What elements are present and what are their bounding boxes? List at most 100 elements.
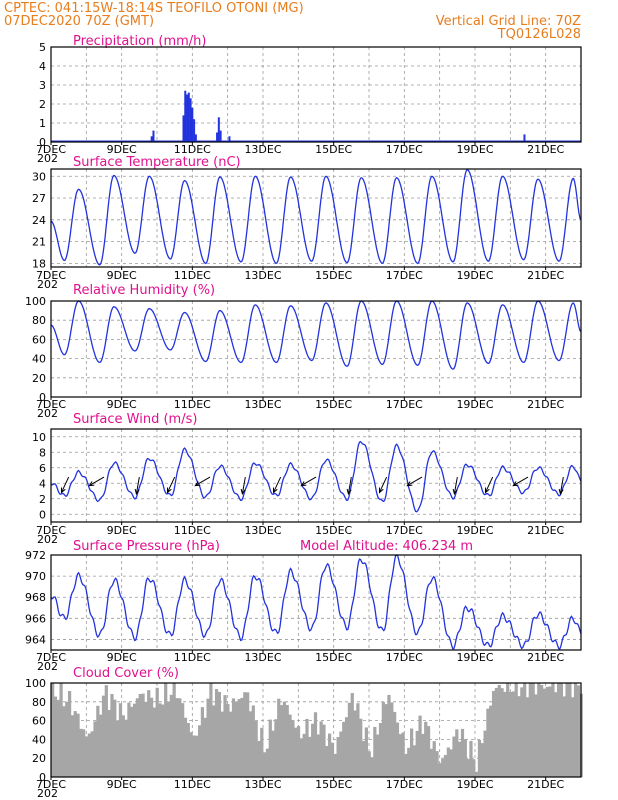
x-tick-label: 13DEC (244, 778, 281, 791)
precip-bar (219, 130, 222, 142)
cloud-bar (540, 684, 544, 777)
x-tick-label: 13DEC (244, 269, 281, 282)
cloud-bar (147, 690, 151, 777)
cloud-bar (302, 733, 306, 777)
cloud-bar (169, 694, 173, 777)
cloud-bar (271, 730, 275, 777)
x-tick-label: 9DEC (107, 778, 137, 791)
cloud-bar (59, 683, 63, 777)
cloud-bar (390, 702, 394, 777)
precip-bar (187, 92, 190, 142)
cloud-bar (407, 747, 411, 777)
cloud-bar (418, 715, 422, 777)
cloud-bar (460, 728, 465, 777)
cloud-bar (565, 683, 569, 777)
cloud-bar (415, 730, 419, 777)
cloud-bar (90, 731, 94, 777)
cloud-bar (192, 735, 196, 777)
wind-series (50, 440, 582, 513)
cloud-bar (164, 683, 168, 777)
panel-title-wind: Surface Wind (m/s) (73, 412, 197, 427)
cloud-bar (551, 683, 555, 777)
cloud-bar (70, 715, 75, 777)
x-tick-label: 7DEC (36, 524, 66, 537)
x-tick-label: 19DEC (456, 651, 493, 664)
y-tick-label: 80 (32, 314, 46, 327)
x-tick-label: 11DEC (174, 269, 211, 282)
panel-frame (50, 682, 582, 778)
panel-cloud: Cloud Cover (%) 0 20 40 60 80 100 7DEC 9DEC 11DEC… (25, 666, 583, 800)
cloud-bar (432, 741, 436, 777)
wind-vector-head (88, 481, 95, 487)
y-tick-label: 970 (25, 570, 46, 583)
cloud-bar (113, 699, 117, 777)
cloud-bar (398, 734, 402, 777)
precip-bar (217, 117, 220, 142)
cloud-bar (116, 720, 120, 777)
x-tick-label: 9DEC (107, 524, 137, 537)
cloud-bar (571, 697, 575, 777)
cloud-bar (101, 695, 106, 777)
cloud-bar (141, 693, 145, 777)
cloud-bar (469, 740, 473, 777)
cloud-bar (330, 742, 335, 777)
y-tick-label: 6 (39, 462, 46, 475)
wind-vector (135, 476, 140, 494)
cloud-bar (246, 692, 250, 777)
cloud-bar (328, 733, 332, 777)
cloud-bar (217, 691, 221, 777)
cloud-bar (472, 759, 476, 777)
cloud-bar (268, 719, 272, 777)
wind-vector-head (240, 488, 246, 495)
cloud-bar (455, 729, 459, 777)
cloud-bar (257, 740, 261, 777)
wind-vector (407, 476, 423, 486)
y-tick-label: 2 (39, 493, 46, 506)
cloud-bar (308, 736, 312, 777)
x-tick-label: 11DEC (174, 143, 211, 156)
cloud-bar (79, 728, 83, 777)
wind-vector (379, 476, 388, 493)
cloud-bar (483, 730, 487, 777)
y-tick-label: 10 (32, 431, 46, 444)
x-year-fragment: 202 (37, 533, 58, 546)
cloud-bar (265, 748, 270, 777)
wind-vector-head (346, 488, 352, 495)
cloud-bar (277, 698, 281, 777)
cloud-bar (443, 754, 448, 777)
cloud-bar (426, 726, 431, 777)
x-tick-label: 9DEC (107, 398, 137, 411)
y-tick-label: 4 (39, 477, 46, 490)
cloud-bar (477, 739, 482, 777)
panel-frame (50, 46, 582, 143)
cloud-bar (384, 704, 388, 777)
cloud-bar (525, 697, 530, 777)
cloud-bar (528, 683, 532, 777)
cloud-bar (523, 683, 527, 777)
cloud-bar (378, 723, 383, 777)
cloud-bar (161, 704, 165, 777)
wind-vector-head (194, 481, 201, 487)
cloud-bar (556, 683, 561, 777)
panel-title-press: Surface Pressure (hPa) (73, 539, 220, 554)
wind-vector-head (167, 487, 172, 494)
cloud-bar (395, 722, 400, 777)
precip-bar (150, 136, 153, 142)
cloud-bar (568, 683, 572, 777)
cloud-bar (234, 701, 238, 777)
cloud-bar (412, 745, 417, 777)
cloud-bar (313, 712, 318, 777)
x-tick-label: 7DEC (36, 651, 66, 664)
wind-vector-head (61, 487, 66, 494)
cloud-bar (367, 751, 371, 777)
wind-vector (273, 476, 282, 493)
cloud-bar (127, 702, 131, 777)
x-tick-label: 15DEC (315, 524, 352, 537)
x-tick-label: 17DEC (386, 778, 423, 791)
cloud-bar (110, 694, 114, 777)
cloud-bar (274, 719, 278, 777)
panel-press: Surface Pressure (hPa) Model Altitude: 40… (25, 539, 582, 673)
x-tick-label: 11DEC (174, 651, 211, 664)
panel-frame (50, 554, 582, 651)
cloud-bar (223, 695, 227, 777)
